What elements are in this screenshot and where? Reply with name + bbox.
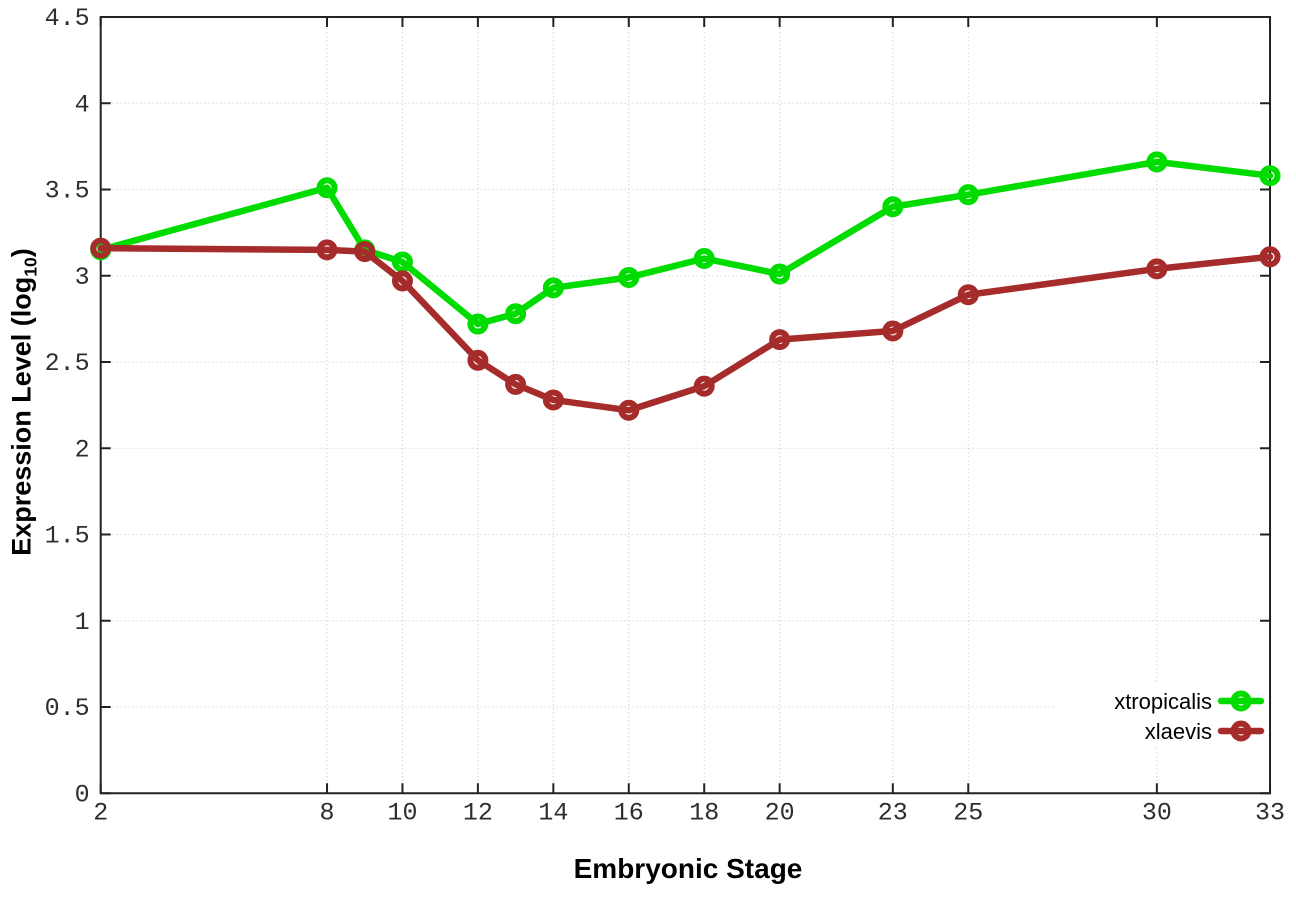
data-point-xtropicalis <box>882 196 904 218</box>
y-tick-label: 1.5 <box>45 522 90 551</box>
y-tick-label: 0 <box>75 780 90 809</box>
data-point-xlaevis <box>693 375 715 397</box>
data-point-xlaevis <box>391 270 413 292</box>
data-point-xlaevis <box>957 284 979 306</box>
data-point-xlaevis <box>769 329 791 351</box>
x-tick-label: 10 <box>387 798 417 827</box>
x-tick-label: 30 <box>1142 798 1172 827</box>
y-axis-title-text: Expression Level (log <box>6 276 37 556</box>
x-tick-label: 20 <box>765 798 795 827</box>
data-point-xlaevis <box>316 239 338 261</box>
data-point-xtropicalis <box>957 184 979 206</box>
data-point-xtropicalis <box>391 251 413 273</box>
data-point-xtropicalis <box>693 248 715 269</box>
x-axis-title: Embryonic Stage <box>573 853 803 884</box>
data-point-xlaevis <box>1259 246 1281 268</box>
data-point-xtropicalis <box>618 266 640 288</box>
y-tick-label: 4.5 <box>45 4 90 33</box>
x-tick-label: 33 <box>1255 798 1285 827</box>
y-tick-label: 3.5 <box>45 177 90 206</box>
series-line-xlaevis <box>97 244 1274 414</box>
data-point-xtropicalis <box>1146 151 1168 173</box>
x-tick-label: 16 <box>614 798 644 827</box>
y-axis-title-subscript: 10 <box>20 257 41 277</box>
data-point-xtropicalis <box>316 177 338 199</box>
data-point-xtropicalis <box>542 277 564 299</box>
data-point-xlaevis <box>505 373 527 395</box>
y-tick-label: 2 <box>75 435 90 464</box>
x-tick-label: 2 <box>93 798 108 827</box>
data-point-xlaevis <box>882 320 904 342</box>
legend-label-xlaevis: xlaevis <box>1145 719 1212 744</box>
x-tick-label: 14 <box>538 798 568 827</box>
data-point-xtropicalis <box>467 313 489 335</box>
x-tick-label: 23 <box>878 798 908 827</box>
x-tick-label: 18 <box>689 798 719 827</box>
data-point-xlaevis <box>90 237 112 259</box>
data-point-xtropicalis <box>769 263 791 285</box>
series-line-xtropicalis <box>97 158 1274 328</box>
x-tick-label: 25 <box>953 798 983 827</box>
y-tick-label: 4 <box>75 90 90 119</box>
data-point-xlaevis <box>618 399 640 421</box>
y-tick-label: 2.5 <box>45 349 90 378</box>
x-tick-label: 12 <box>463 798 493 827</box>
data-point-xtropicalis <box>505 303 527 325</box>
y-axis-title-close: ) <box>6 248 37 258</box>
legend-marker-xlaevis <box>1230 720 1252 742</box>
data-point-xlaevis <box>354 241 376 263</box>
data-point-xlaevis <box>542 389 564 411</box>
data-point-xlaevis <box>467 349 489 371</box>
y-axis-title: Expression Level (log10) <box>6 248 41 556</box>
y-tick-label: 0.5 <box>45 694 90 723</box>
legend-marker-xtropicalis <box>1230 690 1252 712</box>
data-point-xtropicalis <box>1259 165 1281 187</box>
data-point-xlaevis <box>1146 258 1168 280</box>
y-tick-label: 3 <box>75 263 90 292</box>
y-tick-label: 1 <box>75 608 90 637</box>
legend-label-xtropicalis: xtropicalis <box>1114 689 1212 714</box>
plot-border <box>99 16 1272 795</box>
x-tick-label: 8 <box>320 798 335 827</box>
